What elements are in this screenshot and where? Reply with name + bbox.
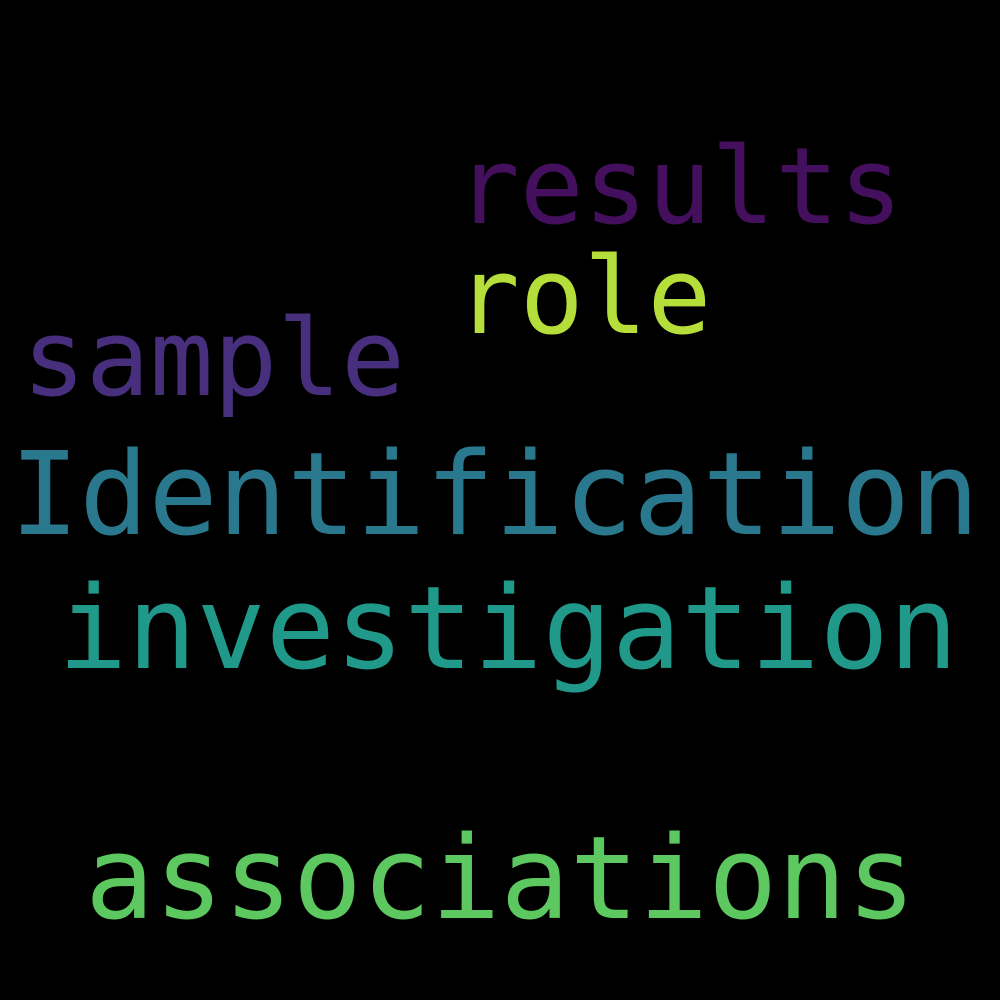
word-results: results <box>456 125 903 248</box>
word-sample: sample <box>22 297 405 420</box>
word-investigation: investigation <box>58 562 959 696</box>
word-role: role <box>456 235 712 358</box>
word-associations: associations <box>85 812 916 946</box>
word-identification: Identification <box>10 428 980 562</box>
